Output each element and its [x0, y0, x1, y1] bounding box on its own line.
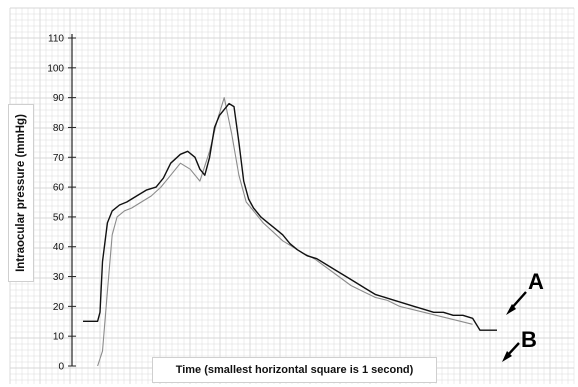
y-tick-label: 100 — [47, 63, 64, 74]
y-tick-label: 40 — [53, 242, 65, 253]
grid — [9, 7, 575, 384]
y-tick-label: 0 — [58, 362, 64, 373]
x-axis-label: Time (smallest horizontal square is 1 se… — [175, 364, 414, 376]
y-tick-label: 110 — [48, 34, 64, 45]
y-axis-label-box: Intraocular pressure (mmHg) — [8, 104, 34, 282]
x-axis-label-box: Time (smallest horizontal square is 1 se… — [152, 357, 437, 383]
series-line-2 — [97, 97, 473, 367]
arrow-b-head — [502, 351, 512, 362]
y-axis-label: Intraocular pressure (mmHg) — [15, 114, 28, 272]
y-tick-label: 60 — [53, 183, 65, 194]
annotation-a: A — [528, 269, 544, 294]
y-tick-label: 80 — [53, 123, 65, 134]
y-tick-label: 50 — [53, 212, 65, 223]
y-tick-label: 90 — [53, 93, 65, 104]
y-tick-label: 30 — [53, 272, 65, 283]
series-line-1 — [83, 102, 497, 331]
y-tick-label: 20 — [53, 302, 65, 313]
annotation-b: B — [521, 327, 537, 352]
y-tick-label: 10 — [53, 332, 65, 343]
y-tick-label: 70 — [53, 153, 65, 164]
arrow-a-head — [506, 304, 516, 315]
